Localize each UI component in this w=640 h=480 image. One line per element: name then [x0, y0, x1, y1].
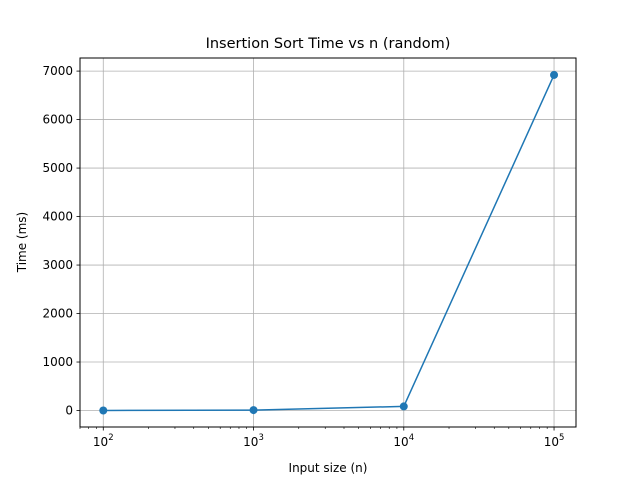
- y-tick-label: 6000: [42, 113, 73, 127]
- y-tick-label: 3000: [42, 258, 73, 272]
- x-tick-label: 104: [393, 433, 414, 449]
- data-point: [249, 406, 258, 415]
- x-tick-label: 105: [544, 433, 565, 449]
- y-tick-label: 0: [65, 404, 73, 418]
- x-tick-label: 102: [93, 433, 114, 449]
- y-tick-label: 4000: [42, 210, 73, 224]
- minor-ticks: [79, 427, 548, 429]
- plot-frame: [79, 57, 577, 428]
- y-axis: 0 1000 2000 3000 4000 5000 6000 7000: [42, 64, 80, 418]
- x-axis-label: Input size (n): [289, 461, 368, 475]
- series: [99, 70, 559, 415]
- y-tick-label: 5000: [42, 161, 73, 175]
- y-tick-label: 1000: [42, 355, 73, 369]
- x-axis: 102 103 104 105: [93, 427, 564, 449]
- data-point: [550, 70, 559, 79]
- grid: [80, 58, 576, 427]
- data-point: [399, 402, 408, 411]
- y-tick-label: 2000: [42, 307, 73, 321]
- series-line: [103, 74, 555, 412]
- data-point: [99, 406, 108, 415]
- x-tick-label: 103: [243, 433, 264, 449]
- y-tick-label: 7000: [42, 64, 73, 78]
- chart-title: Insertion Sort Time vs n (random): [206, 36, 451, 52]
- y-axis-label: Time (ms): [15, 212, 29, 274]
